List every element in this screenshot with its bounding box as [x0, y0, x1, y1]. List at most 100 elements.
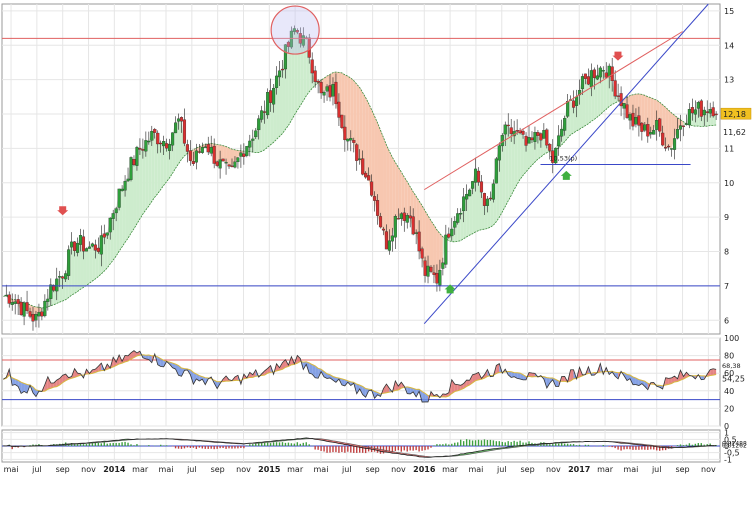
fill-below-segment — [401, 171, 405, 221]
fill-above-segment — [484, 198, 488, 230]
osc-fill-low — [422, 391, 426, 403]
fill-above-segment — [166, 144, 170, 182]
hist-y-tick-label: 1 — [724, 429, 729, 438]
fill-above-segment — [291, 28, 295, 121]
osc-fill-low — [175, 364, 179, 376]
candle-body — [408, 215, 412, 219]
osc-fill-low — [413, 388, 417, 397]
fill-above-segment — [86, 246, 90, 286]
x-tick-label: nov — [236, 465, 251, 474]
fill-above-segment — [514, 130, 518, 190]
candle-body — [681, 125, 686, 127]
candle-body — [506, 124, 510, 127]
candle-body — [536, 132, 540, 136]
x-tick-label: sep — [366, 465, 380, 474]
candle-body — [551, 150, 555, 163]
candle-body — [141, 149, 145, 151]
candle-body — [73, 241, 77, 251]
panel-frame-1 — [1, 3, 721, 335]
osc-fill-low — [172, 363, 176, 370]
candle-body — [274, 75, 279, 88]
fill-above-segment — [520, 132, 524, 180]
candle-body — [70, 241, 74, 248]
candle-body — [375, 200, 380, 216]
osc-fill-high — [484, 369, 488, 379]
fill-above-segment — [95, 250, 99, 279]
candle-body — [530, 137, 534, 141]
hist-y-tick-label: 0,5 — [724, 435, 737, 444]
fill-below-segment — [439, 233, 443, 271]
x-tick-label: jul — [651, 465, 662, 474]
osc-fill-low — [407, 386, 411, 394]
candle-body — [488, 197, 492, 200]
x-tick-label: mai — [159, 465, 174, 474]
fill-above-segment — [529, 137, 532, 169]
candle-body — [450, 228, 454, 237]
hist-value-a: 0,02488 — [722, 440, 747, 447]
osc-fill-low — [511, 371, 515, 378]
osc-fill-high — [53, 380, 57, 388]
osc-fill-low — [635, 378, 639, 386]
candle-body — [482, 193, 487, 206]
candle-body — [90, 243, 94, 247]
fill-above-segment — [517, 130, 521, 185]
candle-body — [10, 302, 14, 305]
candle-body — [162, 141, 166, 147]
candle-body — [714, 113, 718, 116]
osc-fill-high — [74, 368, 78, 378]
candle-body — [364, 172, 368, 178]
candle-body — [711, 107, 715, 117]
osc-fill-high — [47, 376, 51, 390]
hist-y-tick-label: 0 — [724, 442, 729, 451]
candle-body — [373, 196, 377, 201]
candle-body — [286, 41, 290, 47]
x-tick-label: nov — [81, 465, 96, 474]
support-price-label: 10,53(p) — [549, 155, 577, 163]
candle-body — [491, 183, 495, 200]
candle-body — [459, 213, 463, 215]
fill-below-segment — [641, 94, 645, 132]
candle-body — [476, 170, 481, 183]
osc-fill-high — [113, 357, 117, 367]
candle-body — [346, 138, 350, 142]
x-tick-label: mar — [132, 465, 149, 474]
fill-above-segment — [707, 109, 711, 127]
candle-body — [75, 243, 80, 253]
price-y-tick-label: 14 — [724, 41, 734, 50]
candle-body — [616, 95, 620, 97]
x-tick-label: mar — [597, 465, 614, 474]
osc-fill-low — [145, 355, 149, 360]
trend-price-label: 11,62 — [723, 128, 746, 137]
fill-above-segment — [139, 149, 143, 219]
candle-body — [560, 128, 564, 137]
osc-fill-high — [398, 382, 402, 390]
candle-body — [126, 178, 130, 182]
candle-body — [280, 68, 285, 71]
candle-body — [548, 144, 552, 151]
candle-body — [607, 65, 611, 77]
osc-fill-low — [615, 372, 619, 379]
trend-line — [423, 3, 709, 325]
candle-body — [212, 145, 216, 164]
osc-y-tick-label: 0 — [724, 422, 729, 431]
candle-body — [203, 146, 207, 148]
candle-body — [444, 234, 448, 265]
fill-below-segment — [374, 116, 378, 216]
fill-above-segment — [309, 57, 313, 92]
candle-body — [310, 59, 314, 74]
candle-body — [435, 273, 439, 284]
fill-below-segment — [650, 97, 654, 133]
candle-body — [693, 109, 697, 115]
candle-body — [414, 232, 418, 234]
candle-body — [503, 124, 507, 135]
candle-body — [515, 130, 519, 132]
candle-body — [384, 231, 388, 250]
candle-body — [84, 248, 89, 252]
fill-above-segment — [122, 181, 126, 247]
candle-body — [19, 301, 23, 316]
candle-body — [652, 129, 656, 135]
fill-above-segment — [157, 143, 161, 194]
candle-body — [572, 100, 576, 108]
